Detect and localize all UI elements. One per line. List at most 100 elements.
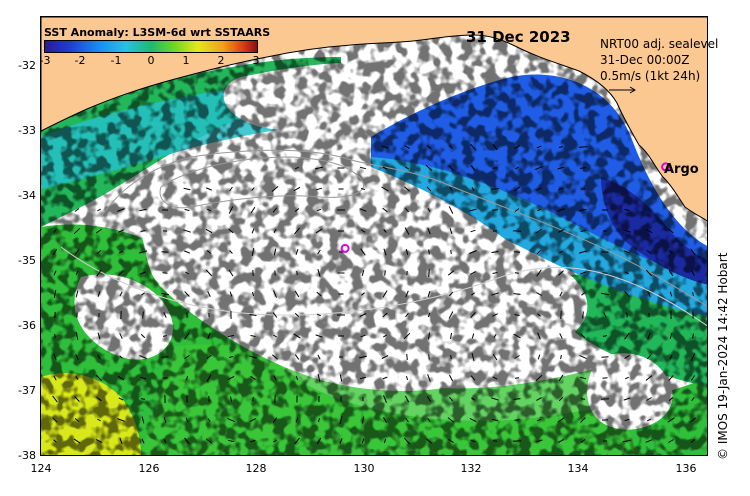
current-vector xyxy=(249,314,257,316)
current-vector xyxy=(669,250,673,254)
current-vector xyxy=(558,146,564,148)
current-vector xyxy=(580,417,586,423)
current-vector xyxy=(646,250,652,254)
current-vector xyxy=(535,166,543,170)
current-vector xyxy=(404,395,410,403)
current-vector xyxy=(117,208,125,212)
current-vector xyxy=(450,354,452,360)
current-vector xyxy=(646,397,652,401)
current-vector xyxy=(557,417,565,423)
current-vector xyxy=(537,354,541,360)
current-vector xyxy=(207,418,211,422)
current-vector xyxy=(580,398,586,400)
current-vector xyxy=(250,439,256,443)
x-tick-label: 132 xyxy=(460,462,482,475)
current-vector xyxy=(316,208,322,212)
current-vector xyxy=(690,375,696,381)
argo-float-marker xyxy=(340,243,350,253)
current-vector xyxy=(471,187,475,191)
current-vector xyxy=(360,229,366,233)
current-vector xyxy=(95,374,103,382)
current-vector xyxy=(317,268,321,278)
current-vector xyxy=(184,250,190,254)
current-vector xyxy=(273,334,277,338)
current-vector xyxy=(470,375,476,381)
current-vector xyxy=(470,439,476,443)
current-vector xyxy=(272,312,278,318)
current-vector xyxy=(558,229,564,233)
current-vector xyxy=(382,290,388,298)
current-vector xyxy=(428,332,430,340)
current-vector xyxy=(251,187,255,191)
current-vector xyxy=(361,438,365,444)
current-vector xyxy=(491,292,499,296)
current-vector xyxy=(471,292,475,296)
current-vector xyxy=(582,311,584,319)
current-vector xyxy=(294,354,300,360)
current-vector xyxy=(668,375,674,381)
current-vector xyxy=(669,355,673,359)
current-vector xyxy=(360,334,366,338)
current-vector xyxy=(624,291,630,297)
current-vector xyxy=(535,374,543,382)
current-vector xyxy=(140,398,146,400)
current-vector xyxy=(580,188,586,190)
current-vector xyxy=(624,208,630,212)
current-vector xyxy=(536,269,542,277)
sst-map[interactable] xyxy=(40,16,708,456)
current-vector xyxy=(537,332,541,340)
current-vector xyxy=(383,395,387,403)
current-vector xyxy=(53,439,57,443)
current-vector xyxy=(690,439,696,443)
current-vector xyxy=(53,375,57,381)
current-vector xyxy=(228,356,234,358)
current-vector xyxy=(251,291,255,297)
current-vector xyxy=(580,439,586,443)
current-vector xyxy=(74,249,80,255)
current-vector xyxy=(381,355,389,359)
current-vector xyxy=(624,354,630,360)
current-vector xyxy=(537,313,541,317)
current-vector xyxy=(405,207,409,213)
current-vector xyxy=(622,439,632,443)
current-vector xyxy=(668,397,674,401)
current-vector xyxy=(559,333,563,339)
map-canvas xyxy=(41,17,707,455)
current-vector xyxy=(315,187,323,191)
current-vector xyxy=(316,291,322,297)
current-vector xyxy=(381,186,389,192)
current-vector xyxy=(119,250,123,254)
current-vector xyxy=(667,417,675,423)
date-title: 31 Dec 2023 xyxy=(466,28,571,46)
sealevel-time: 31-Dec 00:00Z xyxy=(600,53,690,67)
current-vector xyxy=(272,207,278,213)
current-vector xyxy=(490,188,500,190)
current-vector xyxy=(426,145,432,149)
current-vector xyxy=(449,186,453,192)
current-vector xyxy=(271,186,279,192)
current-vector xyxy=(139,376,147,380)
current-vector xyxy=(361,269,365,277)
current-vector xyxy=(492,143,498,151)
current-vector xyxy=(293,186,301,192)
current-vector xyxy=(403,186,411,192)
current-vector xyxy=(514,314,520,316)
current-vector xyxy=(139,354,147,360)
current-vector xyxy=(117,418,125,422)
y-tick-label: -33 xyxy=(18,124,36,137)
current-vector xyxy=(339,415,343,425)
current-vector xyxy=(97,418,101,422)
current-vector xyxy=(359,376,367,380)
current-vector xyxy=(142,311,144,319)
current-vector xyxy=(53,270,57,276)
current-vector xyxy=(403,332,411,340)
current-vector xyxy=(624,250,630,254)
current-vector xyxy=(184,208,190,212)
current-vector xyxy=(75,354,79,360)
current-vector xyxy=(559,291,563,297)
current-vector xyxy=(690,353,696,361)
current-vector xyxy=(536,187,542,191)
current-vector xyxy=(252,396,254,402)
current-vector xyxy=(513,333,521,339)
current-vector xyxy=(447,417,455,423)
